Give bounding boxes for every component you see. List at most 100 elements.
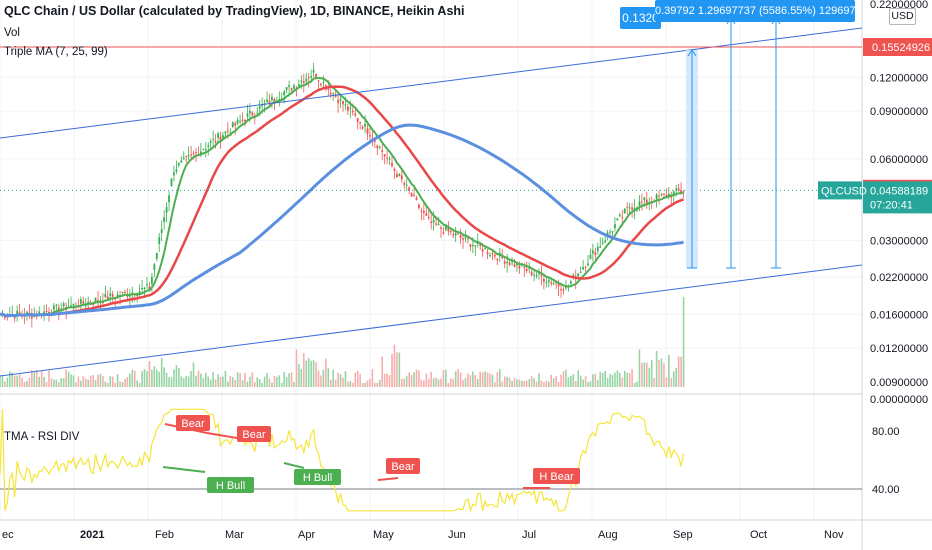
candle-body — [315, 74, 317, 79]
volume-bar — [195, 375, 197, 387]
candle-body — [177, 163, 180, 166]
volume-bar — [462, 380, 464, 387]
volume-bar — [565, 369, 567, 387]
candle-body — [349, 107, 352, 109]
volume-bar — [1, 375, 4, 387]
currency-button[interactable]: USD — [889, 8, 916, 25]
volume-bar — [641, 362, 643, 387]
volume-bar — [540, 380, 543, 387]
candle-body — [445, 226, 447, 230]
candle-body — [459, 235, 462, 238]
candle-body — [609, 231, 611, 233]
volume-bar — [271, 382, 273, 387]
candle-body — [655, 194, 658, 200]
volume-bar — [356, 370, 359, 387]
candle-body — [244, 119, 246, 122]
ma-line — [0, 76, 684, 317]
volume-bar — [67, 371, 70, 387]
volume-bar — [609, 373, 611, 387]
price-tick-label: 0.03000000 — [870, 235, 928, 247]
candle-body — [386, 157, 388, 159]
volume-bar — [378, 379, 381, 387]
candle-body — [484, 248, 486, 250]
candle-body — [89, 302, 92, 304]
candle-body — [638, 201, 641, 206]
rsi-indicator-label: TMA - RSI DIV — [4, 431, 80, 443]
volume-bar — [283, 371, 285, 387]
price-tick-label: 0.00900000 — [870, 377, 928, 389]
volume-bar — [415, 369, 418, 387]
volume-bar — [65, 369, 67, 387]
candle-body — [182, 157, 185, 160]
candle-body — [339, 98, 342, 101]
volume-bar — [658, 359, 660, 387]
volume-bar — [114, 382, 116, 387]
candle-body — [452, 233, 455, 236]
candle-body — [467, 238, 469, 240]
volume-bar — [158, 371, 161, 387]
volume-bar — [513, 377, 516, 387]
candle-body — [146, 284, 148, 286]
volume-bar — [35, 370, 38, 387]
volume-bar — [266, 372, 268, 387]
candle-body — [560, 289, 562, 291]
volume-bar — [182, 378, 185, 387]
candle-body — [163, 217, 166, 223]
volume-bar — [405, 375, 408, 387]
volume-bar — [143, 369, 146, 387]
candle-body — [533, 274, 535, 276]
candle-body — [422, 210, 425, 213]
volume-bar — [131, 369, 134, 387]
candle-body — [136, 295, 139, 297]
candle-body — [454, 233, 457, 236]
volume-bar — [121, 381, 124, 387]
volume-bar — [214, 379, 217, 387]
candle-body — [621, 216, 624, 218]
candle-body — [239, 120, 241, 122]
volume-bar — [628, 373, 631, 387]
candle-body — [359, 122, 362, 124]
volume-bar — [261, 382, 263, 387]
candle-body — [138, 291, 141, 295]
candle-body — [94, 297, 97, 302]
volume-bar — [668, 354, 670, 387]
candle-body — [160, 229, 163, 233]
price-tag — [863, 38, 932, 57]
candle-body — [153, 264, 156, 271]
volume-bar — [516, 379, 518, 387]
candle-body — [506, 261, 509, 263]
volume-bar — [621, 377, 624, 387]
volume-bar — [60, 378, 63, 387]
candle-body — [663, 193, 665, 195]
volume-bar — [396, 352, 398, 387]
candle-body — [354, 113, 357, 116]
volume-bar — [337, 372, 339, 387]
volume-bar — [457, 369, 459, 387]
candle-body — [491, 253, 494, 255]
volume-bar — [141, 371, 143, 387]
volume-bar — [119, 381, 121, 387]
candle-body — [329, 92, 332, 95]
volume-bar — [268, 378, 271, 387]
volume-bar — [222, 376, 224, 387]
candle-body — [111, 294, 114, 297]
volume-bar — [320, 375, 322, 387]
volume-bar — [70, 374, 72, 387]
volume-bar — [160, 357, 163, 387]
volume-bar — [646, 362, 648, 387]
time-tick-label: Jul — [522, 529, 536, 541]
volume-bar — [445, 369, 447, 387]
candle-body — [204, 148, 207, 150]
volume-bar — [75, 382, 77, 387]
candle-body — [672, 191, 675, 195]
candle-body — [373, 139, 376, 142]
candle-body — [151, 276, 153, 284]
volume-bar — [305, 360, 308, 387]
volume-bar — [322, 369, 325, 387]
volume-bar — [48, 370, 50, 387]
volume-bar — [587, 382, 589, 387]
candle-body — [601, 242, 604, 244]
volume-bar — [381, 356, 383, 387]
